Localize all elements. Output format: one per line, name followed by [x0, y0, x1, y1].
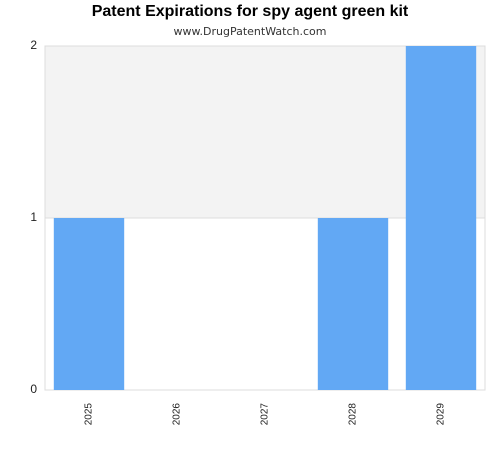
y-tick-label-2: 2 — [30, 38, 37, 52]
x-tick-label-2026: 2026 — [172, 403, 183, 426]
x-tick-label-2029: 2029 — [436, 403, 447, 426]
x-tick-label-2028: 2028 — [348, 403, 359, 426]
y-tick-label-1: 1 — [30, 210, 37, 224]
x-tick-label-2027: 2027 — [260, 403, 271, 426]
bar-2025 — [54, 218, 124, 390]
x-tick-label-2025: 2025 — [84, 403, 95, 426]
bar-2029 — [406, 46, 476, 390]
bar-2028 — [318, 218, 388, 390]
y-tick-label-0: 0 — [30, 382, 37, 396]
